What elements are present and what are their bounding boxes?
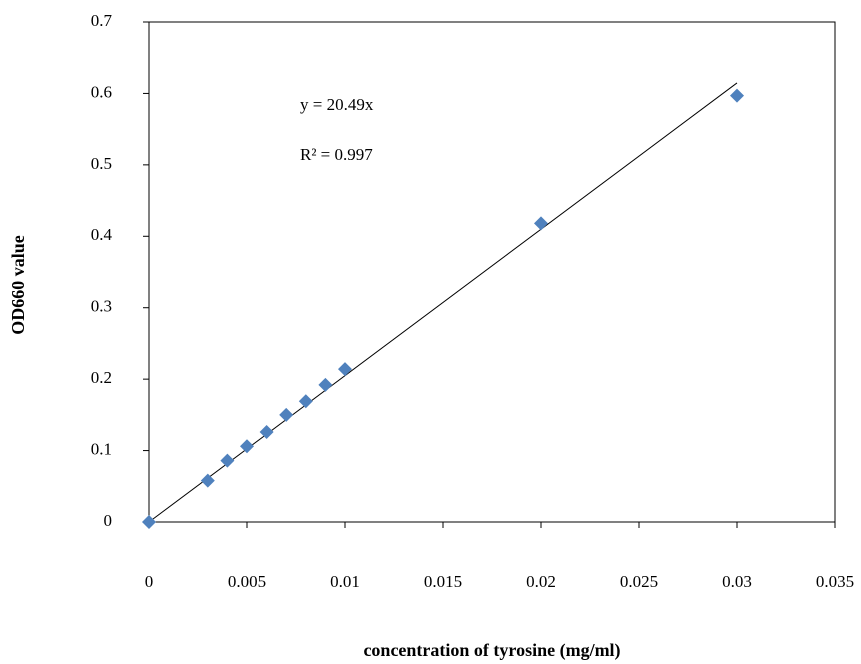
trendline-equation: y = 20.49x [300,95,374,114]
y-tick-label: 0.7 [91,11,113,30]
data-point [318,377,333,392]
data-point [534,216,548,231]
x-tick-label: 0.025 [620,572,658,591]
data-point [142,515,156,529]
data-point [730,88,744,103]
x-tick-label: 0.035 [816,572,854,591]
x-tick-label: 0 [145,572,154,591]
y-tick-label: 0 [104,511,113,530]
y-axis-label: OD660 value [8,235,28,335]
x-tick-label: 0.01 [330,572,360,591]
data-point [240,439,254,454]
r-squared: R² = 0.997 [300,145,373,164]
plot-frame [148,21,836,523]
data-point [220,453,235,468]
data-point [338,362,352,377]
data-point [279,407,294,422]
y-tick-label: 0.6 [91,82,112,101]
data-point [200,473,215,488]
y-tick-label: 0.2 [91,368,112,387]
y-tick-label: 0.5 [91,154,112,173]
y-tick-label: 0.1 [91,439,112,458]
x-tick-label: 0.015 [424,572,462,591]
x-tick-label: 0.03 [722,572,752,591]
y-tick-label: 0.4 [91,225,113,244]
x-axis-label: concentration of tyrosine (mg/ml) [363,640,620,661]
y-tick-label: 0.3 [91,297,112,316]
data-point [259,425,274,439]
x-tick-label: 0.02 [526,572,556,591]
data-point [298,394,313,409]
trendline [148,82,738,523]
x-tick-label: 0.005 [228,572,266,591]
